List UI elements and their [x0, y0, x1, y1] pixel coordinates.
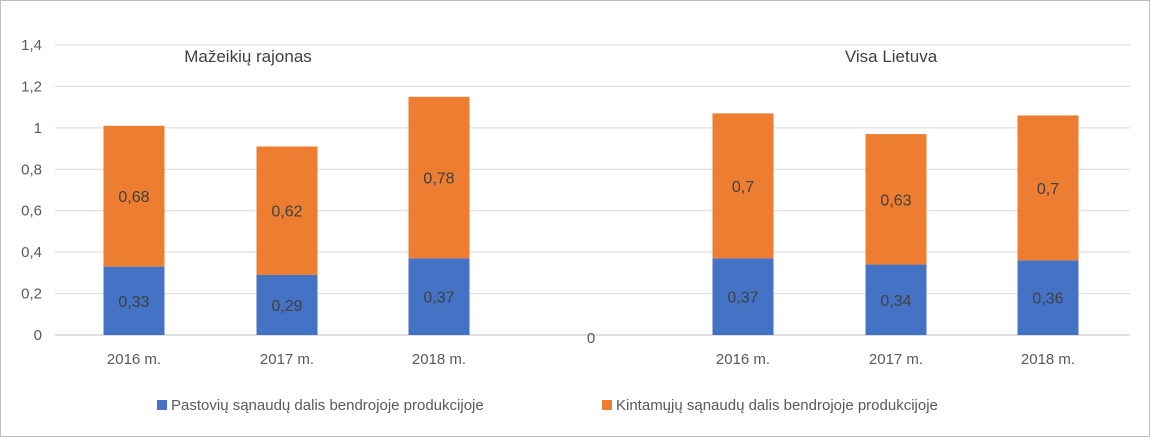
x-category-label: 2018 m.	[1021, 351, 1075, 368]
gap-category-label: 0	[587, 330, 595, 347]
data-label-variable: 0,7	[1037, 181, 1059, 198]
data-label-fixed: 0,37	[727, 290, 758, 307]
x-category-label: 2017 m.	[260, 351, 314, 368]
bar-fixed-costs	[1017, 260, 1079, 335]
bar-variable-costs	[103, 125, 165, 267]
data-labels: 0,33 0,68 0,29 0,62 0,37 0,78 0,37 0,7 0,34 0,63 0…	[118, 171, 1063, 315]
y-tick-label: 1	[34, 120, 42, 137]
bar-variable-costs	[1017, 115, 1079, 261]
y-tick-label: 1,2	[21, 78, 42, 95]
x-axis-categories: 2016 m. 2017 m. 2018 m. 2016 m. 2017 m. 2018 …	[107, 330, 1075, 368]
data-label-variable: 0,63	[880, 192, 911, 209]
y-tick-label: 0,4	[21, 244, 42, 261]
data-label-fixed: 0,29	[271, 298, 302, 315]
y-tick-label: 0,8	[21, 161, 42, 178]
legend-label: Pastovių sąnaudų dalis bendrojoje produk…	[171, 397, 484, 414]
y-axis-ticks: 0 0,2 0,4 0,6 0,8 1 1,2 1,4	[21, 37, 42, 344]
x-category-label: 2016 m.	[716, 351, 770, 368]
y-tick-label: 0,2	[21, 286, 42, 303]
legend-label: Kintamųjų sąnaudų dalis bendrojoje produ…	[616, 397, 938, 414]
data-label-variable: 0,62	[271, 204, 302, 221]
data-label-variable: 0,78	[423, 171, 454, 188]
bar-variable-costs	[256, 146, 318, 275]
group-label: Visa Lietuva	[845, 47, 938, 66]
legend-swatch	[157, 400, 167, 410]
bar-fixed-costs	[865, 264, 927, 335]
bar-fixed-costs	[712, 258, 774, 335]
bar-fixed-costs	[256, 274, 318, 335]
x-category-label: 2018 m.	[412, 351, 466, 368]
y-tick-label: 0,6	[21, 203, 42, 220]
group-label: Mažeikių rajonas	[184, 47, 312, 66]
legend-swatch	[602, 400, 612, 410]
y-tick-label: 1,4	[21, 37, 42, 54]
gridlines	[55, 44, 1130, 336]
group-labels: Mažeikių rajonas Visa Lietuva	[184, 47, 937, 66]
data-label-variable: 0,7	[732, 179, 754, 196]
data-label-fixed: 0,36	[1032, 291, 1063, 308]
data-label-fixed: 0,37	[423, 290, 454, 307]
x-category-label: 2016 m.	[107, 351, 161, 368]
data-label-variable: 0,68	[118, 189, 149, 206]
bars	[103, 96, 1079, 335]
bar-fixed-costs	[103, 266, 165, 335]
bar-variable-costs	[712, 113, 774, 259]
bar-variable-costs	[408, 96, 470, 259]
data-label-fixed: 0,33	[118, 294, 149, 311]
bar-variable-costs	[865, 134, 927, 265]
bar-fixed-costs	[408, 258, 470, 335]
data-label-fixed: 0,34	[880, 293, 911, 310]
legend: Pastovių sąnaudų dalis bendrojoje produk…	[157, 397, 938, 414]
y-tick-label: 0	[34, 327, 42, 344]
x-category-label: 2017 m.	[869, 351, 923, 368]
